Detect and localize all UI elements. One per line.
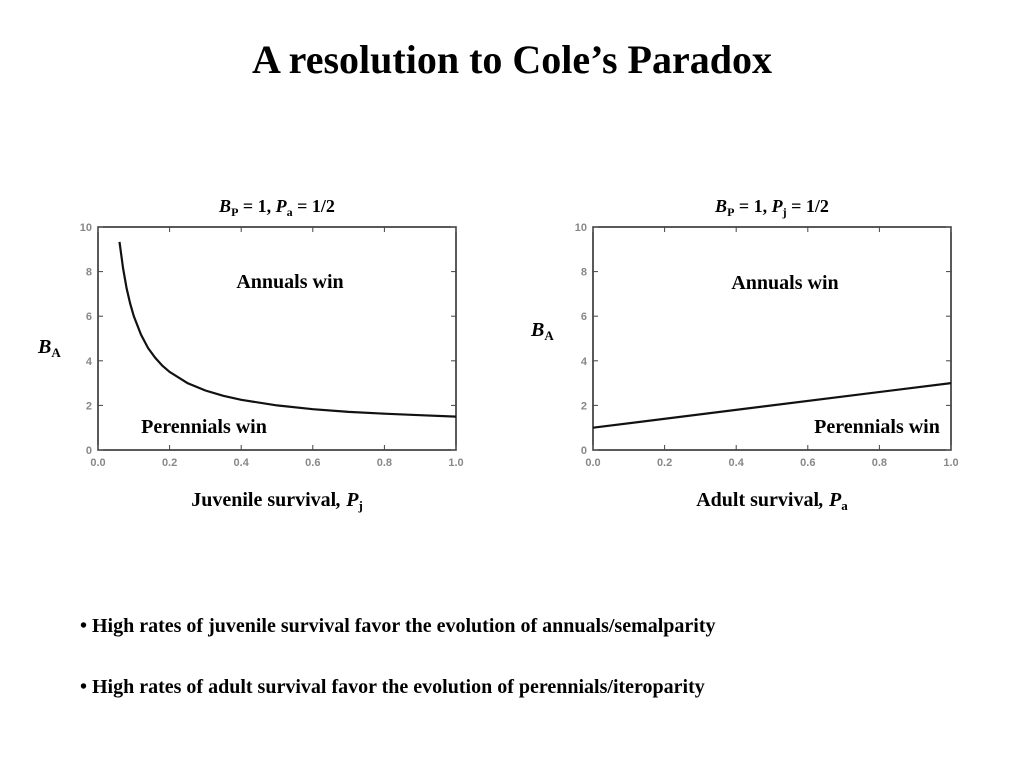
x-tick-label: 0.8 [872,457,887,469]
title-p-sub: a [287,205,293,219]
x-tick-label: 0.0 [585,457,600,469]
title-p-rest: = 1/2 [293,196,335,216]
y-label-main: B [530,319,544,341]
title-b: B [218,196,231,216]
title-b-sub: P [231,205,238,219]
y-tick-label: 2 [581,400,587,412]
y-tick-label: 10 [80,222,92,234]
title-b: B [714,196,727,216]
region-label-perennials: Perennials win [814,416,940,438]
y-tick-label: 8 [581,267,587,279]
x-tick-label: 0.6 [305,457,320,469]
region-label-perennials: Perennials win [141,416,267,438]
x-label-comma: , [818,489,824,511]
y-tick-label: 2 [86,400,92,412]
x-axis-label: Juvenile survival, Pj [191,489,363,513]
y-tick-label: 4 [86,356,93,368]
y-label-sub: A [51,345,61,360]
y-tick-label: 0 [581,445,587,457]
title-b-rest: = 1, [734,196,771,216]
chart-title: BP = 1, Pa = 1/2 [218,196,335,219]
x-tick-label: 0.2 [162,457,177,469]
title-p: P [771,196,784,216]
x-label-var: P [341,489,359,511]
x-label-text: Juvenile survival [191,489,336,511]
series-line [118,241,456,418]
title-p-rest: = 1/2 [787,196,829,216]
x-tick-label: 0.4 [234,457,250,469]
plot-frame [592,226,952,451]
x-tick-label: 0.8 [377,457,392,469]
x-tick-label: 0.6 [800,457,815,469]
x-tick-label: 1.0 [943,457,958,469]
y-axis-label: BA [530,319,554,343]
slide-title: A resolution to Cole’s Paradox [252,37,772,82]
x-label-comma: , [335,489,341,511]
y-tick-label: 0 [86,445,92,457]
x-label-sub: j [357,498,362,513]
x-label-sub: a [841,498,848,513]
bullet-juvenile: • High rates of juvenile survival favor … [80,615,716,637]
title-p-sub: j [782,205,787,219]
y-tick-label: 6 [581,311,587,323]
title-b-rest: = 1, [238,196,275,216]
y-tick-label: 4 [581,356,588,368]
bullet-list: • High rates of juvenile survival favor … [80,615,716,737]
bullet-adult: • High rates of adult survival favor the… [80,676,705,698]
y-tick-label: 6 [86,311,92,323]
y-axis-label: BA [37,336,61,360]
x-tick-label: 0.4 [729,457,745,469]
y-tick-label: 8 [86,267,92,279]
x-tick-label: 0.0 [90,457,105,469]
region-label-annuals: Annuals win [236,271,343,293]
y-label-main: B [37,336,51,358]
y-tick-label: 10 [575,222,587,234]
region-label-annuals: Annuals win [731,272,838,294]
x-tick-label: 1.0 [448,457,463,469]
x-label-var: P [824,489,842,511]
title-b-sub: P [727,205,734,219]
y-label-sub: A [544,328,554,343]
x-axis-label: Adult survival, Pa [696,489,848,513]
x-tick-label: 0.2 [657,457,672,469]
series-line [593,382,951,429]
x-label-text: Adult survival [696,489,819,511]
title-p: P [275,196,288,216]
chart-title: BP = 1, Pj = 1/2 [714,196,829,219]
plot-frame [97,226,457,451]
